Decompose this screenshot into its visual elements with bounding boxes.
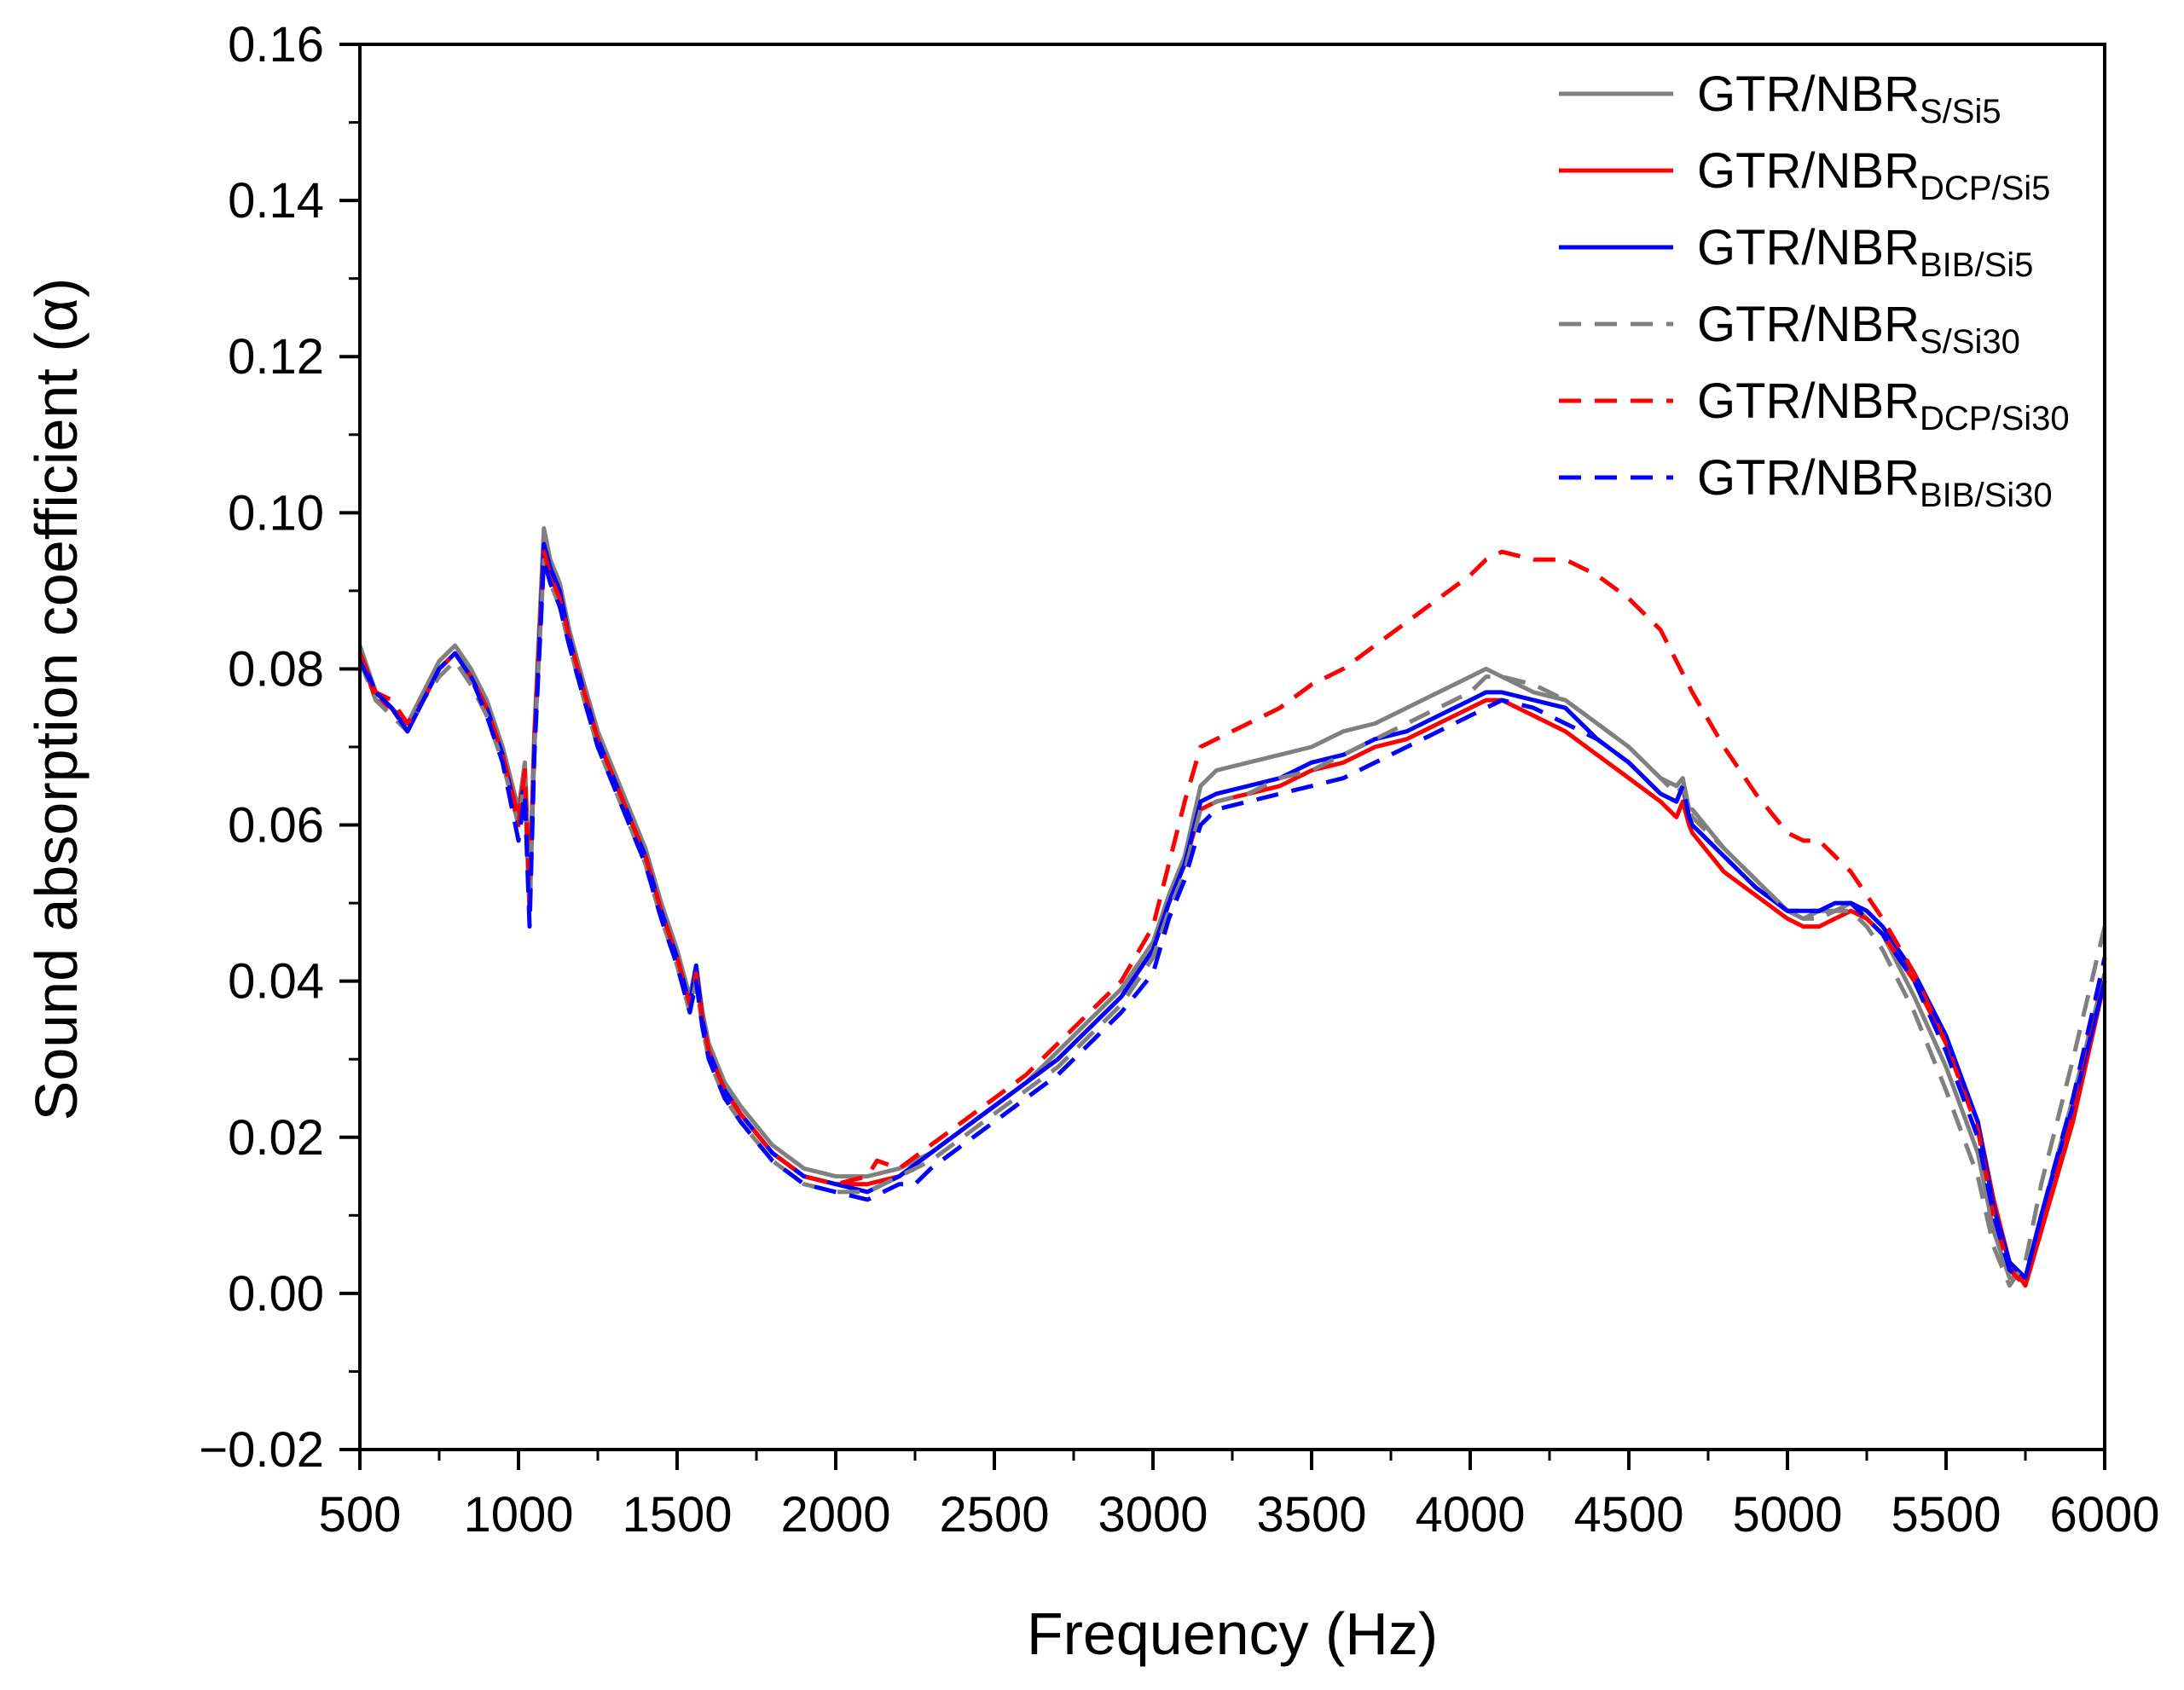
series-line-5 [357, 549, 2107, 1288]
y-tick-label-2: 0.02 [228, 1110, 324, 1166]
legend-label-1: GTR/NBRS/Si5 [1697, 67, 2002, 130]
legend-subscript-4: S/Si30 [1920, 323, 2020, 361]
y-tick-label-8: 0.14 [228, 173, 324, 229]
series-layer [357, 526, 2107, 1288]
legend-label-2: GTR/NBRDCP/Si5 [1697, 143, 2050, 207]
x-tick-label-1000: 1000 [463, 1487, 573, 1542]
x-tick-label-2500: 2500 [939, 1487, 1049, 1542]
series-line-6 [357, 557, 2107, 1281]
x-tick-label-4500: 4500 [1573, 1487, 1683, 1542]
x-tick-label-6000: 6000 [2049, 1487, 2159, 1542]
y-tick-label-4: 0.06 [228, 798, 324, 854]
x-tick-label-3000: 3000 [1098, 1487, 1208, 1542]
x-tick-label-3500: 3500 [1256, 1487, 1366, 1542]
series-line-2 [357, 549, 2107, 1288]
x-tick-label-4000: 4000 [1415, 1487, 1525, 1542]
y-tick-label-0: −0.02 [199, 1422, 324, 1478]
y-axis-title: Sound absorption coefficient (α) [23, 278, 90, 1121]
legend-label-5: GTR/NBRDCP/Si30 [1697, 373, 2070, 437]
x-tick-label-5000: 5000 [1732, 1487, 1842, 1542]
ticks-layer: 500 1000 1500 2000 2500 3000 3500 4000 4500 5000 5… [199, 17, 2159, 1542]
series-line-4 [357, 557, 2107, 1288]
y-tick-label-1: 0.00 [228, 1266, 324, 1322]
x-axis-title: Frequency (Hz) [1027, 1600, 1438, 1667]
x-tick-label-5500: 5500 [1891, 1487, 2001, 1542]
legend-subscript-5: DCP/Si30 [1920, 400, 2070, 437]
legend-subscript-3: BIB/Si5 [1920, 246, 2033, 284]
legend-label-6: GTR/NBRBIB/Si30 [1697, 450, 2053, 514]
y-tick-label-6: 0.10 [228, 485, 324, 541]
y-tick-label-7: 0.12 [228, 329, 324, 385]
legend-subscript-6: BIB/Si30 [1920, 477, 2053, 514]
legend-label-3: GTR/NBRBIB/Si5 [1697, 220, 2033, 284]
legend: GTR/NBRS/Si5 GTR/NBRDCP/Si5 GTR/NBRBIB/Si5… [1559, 67, 2070, 514]
y-tick-label-5: 0.08 [228, 641, 324, 697]
y-tick-label-9: 0.16 [228, 17, 324, 72]
series-line-3 [357, 541, 2107, 1281]
x-tick-label-500: 500 [319, 1487, 402, 1542]
x-tick-label-1500: 1500 [622, 1487, 732, 1542]
x-tick-label-2000: 2000 [780, 1487, 890, 1542]
legend-subscript-1: S/Si5 [1920, 93, 2002, 130]
legend-subscript-2: DCP/Si5 [1920, 170, 2050, 207]
legend-label-4: GTR/NBRS/Si30 [1697, 297, 2020, 361]
y-tick-label-3: 0.04 [228, 954, 324, 1010]
